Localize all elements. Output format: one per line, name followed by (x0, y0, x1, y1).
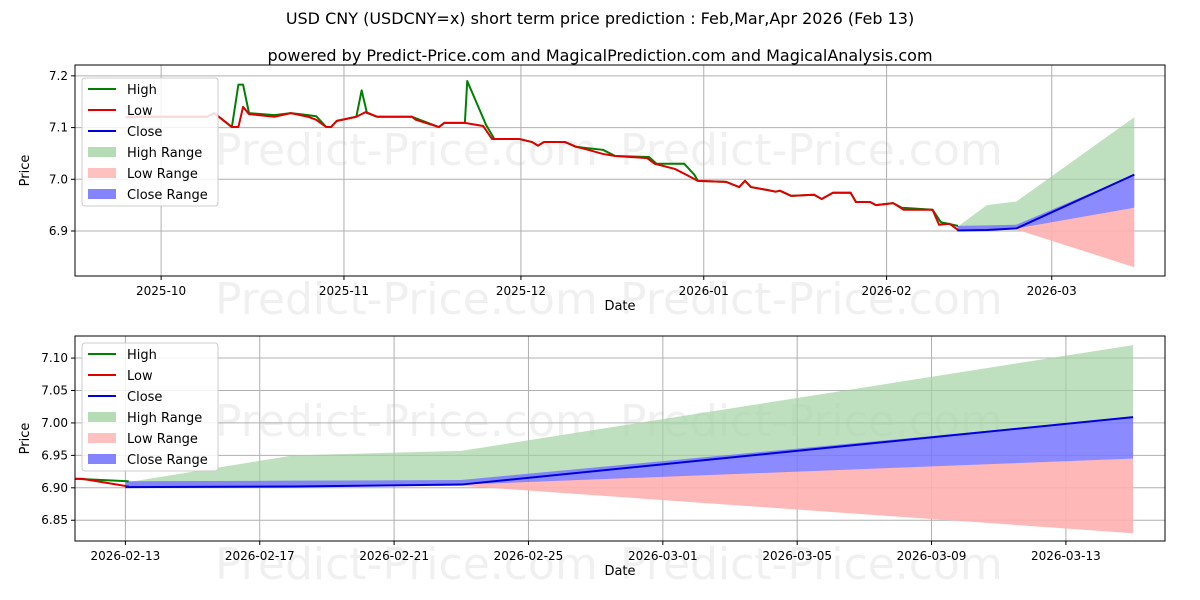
y-tick-label: 7.0 (49, 172, 68, 186)
legend-patch-swatch (88, 168, 116, 178)
x-tick-label: 2026-03 (1027, 284, 1077, 298)
y-tick-label: 7.05 (41, 383, 68, 397)
legend-label: High (127, 83, 157, 98)
axes-frame (74, 64, 1166, 277)
x-tick-label: 2026-03-09 (897, 549, 967, 563)
legend-label: High Range (127, 146, 202, 161)
legend: High Low Close High Range Low Range Close Ran… (81, 342, 219, 472)
legend-label: Close (127, 125, 162, 140)
close-range-band (125, 417, 1134, 488)
x-tick-label: 2025-10 (136, 284, 186, 298)
high-range-band (125, 345, 1134, 488)
x-tick-label: 2026-03-05 (762, 549, 832, 563)
watermark-text: Predict-Price.com (215, 396, 598, 447)
legend-patch-swatch (88, 189, 116, 199)
plot-area (125, 80, 1135, 268)
y-tick-label: 6.85 (41, 513, 68, 527)
y-tick-label: 6.95 (41, 448, 68, 462)
y-axis-label: Price (18, 423, 33, 455)
legend-label: Close Range (127, 188, 208, 203)
y-tick-label: 7.10 (41, 351, 68, 365)
y-tick-label: 7.00 (41, 416, 68, 430)
legend-patch-swatch (88, 147, 116, 157)
y-tick-label: 7.2 (49, 69, 68, 83)
legend: High Low Close High Range Low Range Close Ran… (81, 77, 219, 207)
legend-label: High Range (127, 411, 202, 426)
y-tick-label: 6.90 (41, 481, 68, 495)
x-tick-label: 2025-11 (319, 284, 369, 298)
low-range-band (957, 207, 1135, 268)
low-line (125, 105, 959, 231)
x-tick-label: 2026-02-17 (225, 549, 295, 563)
watermark-text: Predict-Price.com (215, 274, 598, 325)
axes-forecast: Predict-Price.com Predict-Price.com Predic… (18, 335, 1166, 590)
y-axis-label: Price (18, 155, 33, 187)
x-axis-label: Date (604, 564, 635, 579)
watermark-text: Predict-Price.com (620, 539, 1003, 590)
legend-label: Low (127, 369, 153, 384)
close-line (957, 173, 1135, 232)
watermark-text: Predict-Price.com (215, 125, 598, 176)
legend-patch-swatch (88, 433, 116, 443)
x-tick-label: 2026-02-21 (359, 549, 429, 563)
axes-frame (74, 335, 1166, 542)
watermark-text: Predict-Price.com (215, 539, 598, 590)
x-axis-label: Date (604, 299, 635, 314)
high-range-band (957, 117, 1135, 231)
watermark-text: Predict-Price.com (620, 125, 1003, 176)
x-tick-label: 2025-12 (496, 284, 546, 298)
legend-label: Close Range (127, 453, 208, 468)
x-tick-label: 2026-02-13 (91, 549, 161, 563)
x-tick-label: 2026-03-01 (628, 549, 698, 563)
plot-area (75, 345, 1134, 534)
legend-patch-swatch (88, 412, 116, 422)
x-tick-label: 2026-02 (862, 284, 912, 298)
close-line (125, 416, 1134, 489)
watermark-text: Predict-Price.com (620, 274, 1003, 325)
x-tick-label: 2026-01 (679, 284, 729, 298)
close-range-band (957, 174, 1135, 232)
y-tick-label: 6.9 (49, 224, 68, 238)
axes-overview: Predict-Price.com Predict-Price.com Predic… (18, 64, 1166, 325)
legend-patch-swatch (88, 454, 116, 464)
legend-label: Low (127, 104, 153, 119)
legend-label: Low Range (127, 432, 198, 447)
x-tick-label: 2026-03-13 (1031, 549, 1101, 563)
low-range-band (125, 458, 1134, 534)
chart-subtitle: powered by Predict-Price.com and Magical… (267, 46, 933, 65)
chart-title: USD CNY (USDCNY=x) short term price pred… (285, 9, 915, 28)
x-tick-label: 2026-02-25 (494, 549, 564, 563)
y-tick-label: 7.1 (49, 121, 68, 135)
legend-label: Close (127, 390, 162, 405)
legend-label: High (127, 348, 157, 363)
legend-label: Low Range (127, 167, 198, 182)
